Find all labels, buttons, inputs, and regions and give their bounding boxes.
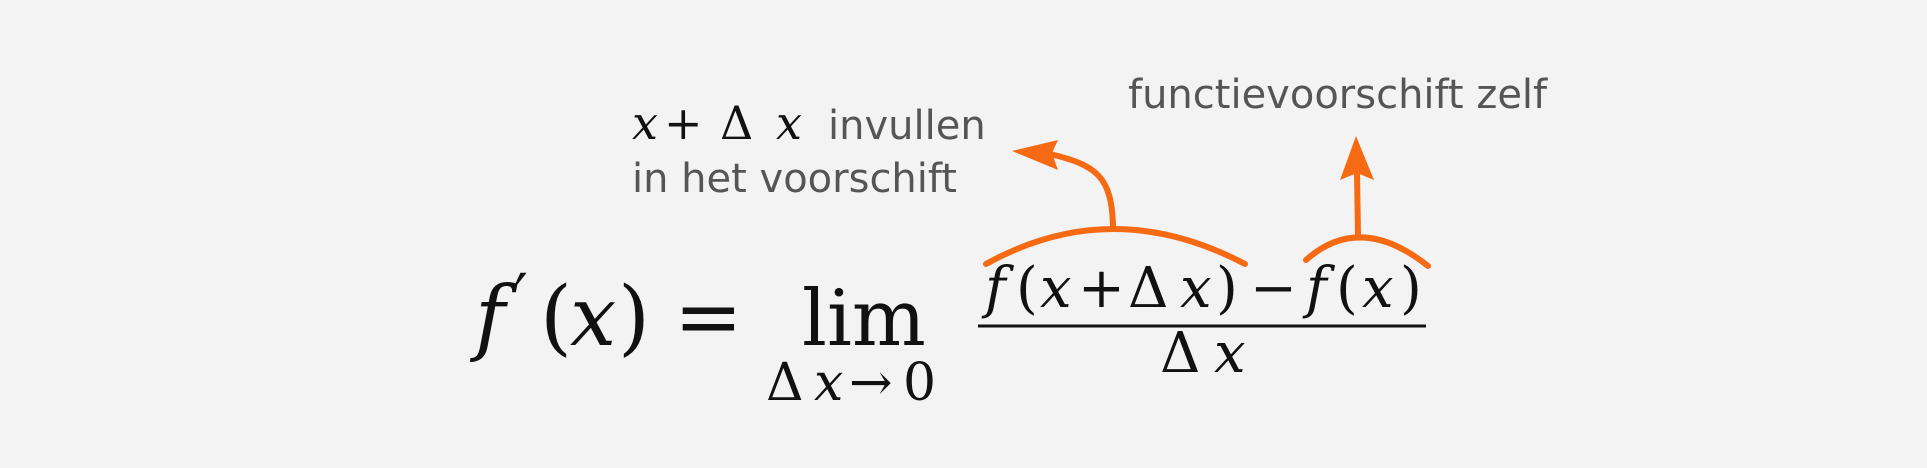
lhs-close-paren: ) (618, 270, 650, 365)
right-annotation-label: functievoorschift zelf (1128, 72, 1548, 118)
num-minus: − (1250, 256, 1297, 321)
lim-sub-x: x (814, 353, 843, 413)
limit-operator: lim Δ x → 0 (766, 274, 936, 413)
left-annotation-x2: x (776, 96, 802, 150)
lhs-open-paren: ( (540, 270, 572, 365)
left-annotation-x1: x (632, 96, 658, 150)
num-open-paren-1: ( (1016, 256, 1038, 321)
num-close-paren-2: ) (1400, 256, 1422, 321)
left-annotation-delta: Δ (720, 96, 753, 150)
left-annotation: x + Δ x invullen in het voorschift (632, 96, 986, 202)
num-x1: x (1040, 256, 1072, 321)
num-plus: + (1078, 256, 1125, 321)
lim-label: lim (802, 274, 926, 364)
lhs-f: f (469, 270, 518, 365)
lhs-x: x (570, 270, 616, 365)
num-x3: x (1362, 256, 1394, 321)
lhs-prime: ′ (514, 260, 528, 333)
left-annotation-line2: in het voorschift (632, 156, 957, 202)
num-x2: x (1180, 256, 1212, 321)
formula-lhs: f ′ ( x ) = (469, 260, 743, 365)
left-arrowhead (1012, 140, 1058, 170)
num-delta: Δ (1128, 256, 1168, 321)
fraction-denominator: Δ x (1160, 321, 1246, 386)
lim-sub-arrow: → (849, 353, 893, 413)
num-close-paren-1: ) (1216, 256, 1238, 321)
den-x: x (1214, 321, 1246, 386)
right-arrowhead (1340, 136, 1374, 180)
lim-sub-delta: Δ (766, 353, 804, 413)
equals-sign: = (674, 270, 743, 365)
num-open-paren-2: ( (1336, 256, 1358, 321)
right-arrow-shaft (1354, 169, 1361, 239)
left-arrow-shaft (1047, 151, 1116, 230)
right-brace-arc (1303, 234, 1431, 269)
num-f2: f (1302, 256, 1336, 321)
lim-sub-zero: 0 (903, 353, 936, 413)
annotation-arrows (983, 136, 1431, 269)
fraction-numerator: f ( x + Δ x ) − f ( x ) (981, 256, 1422, 321)
left-annotation-line1: invullen (828, 103, 986, 149)
left-annotation-plus: + (664, 96, 703, 150)
den-delta: Δ (1160, 321, 1200, 386)
